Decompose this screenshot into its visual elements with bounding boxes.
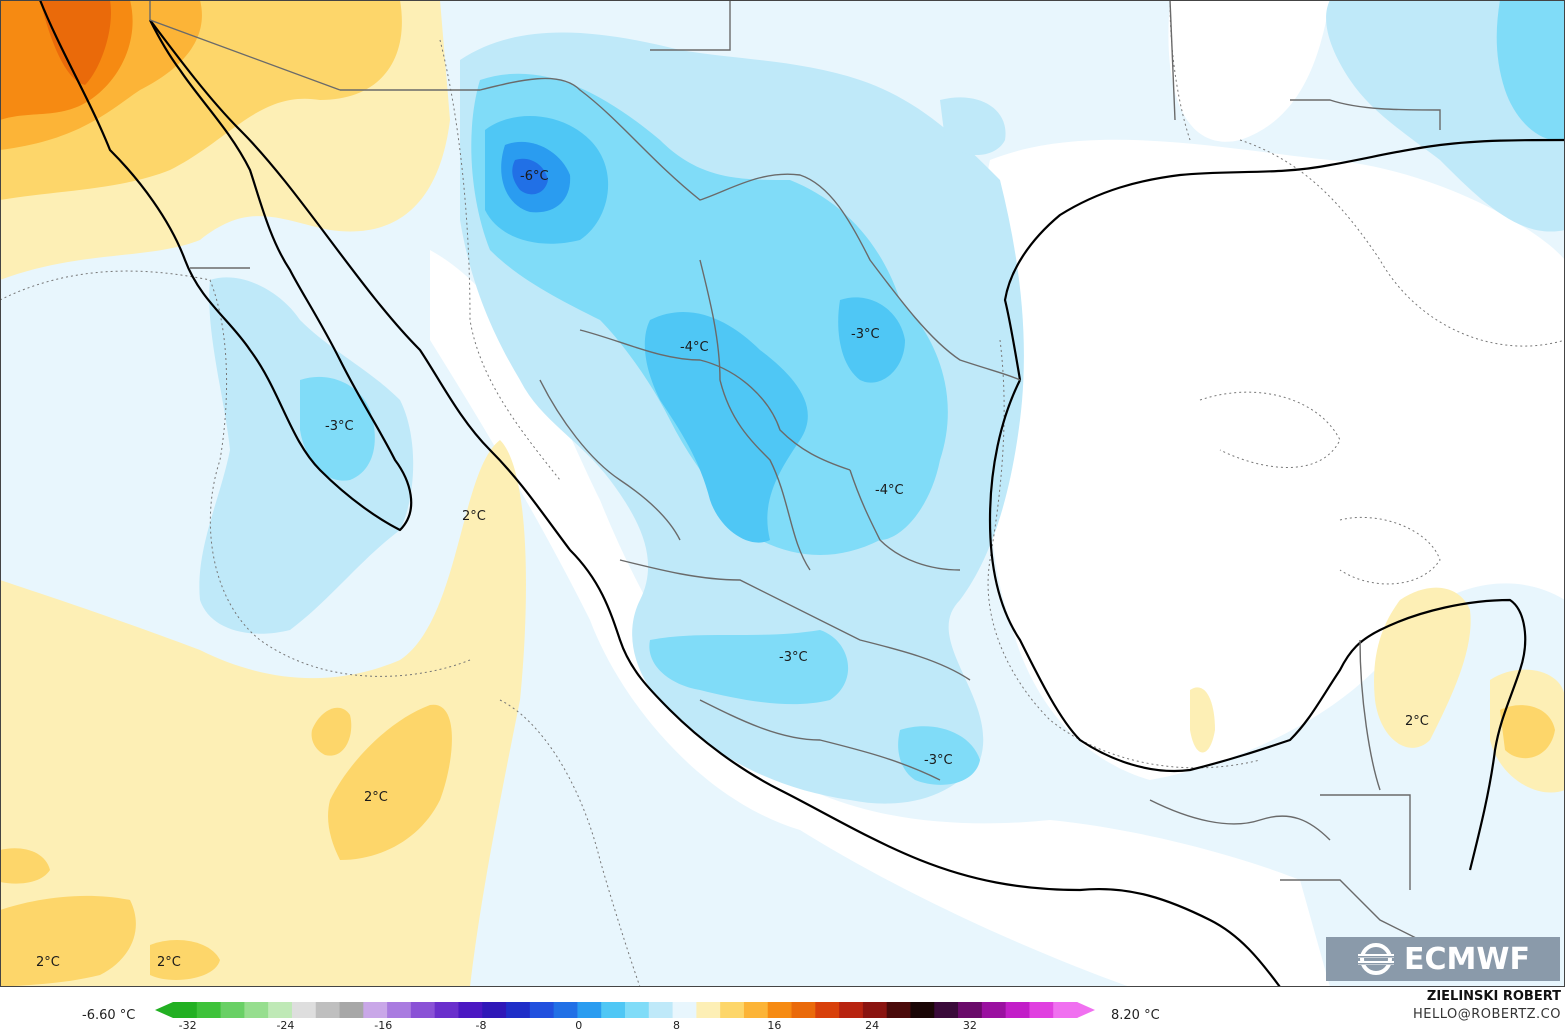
gulf-neutral-region bbox=[987, 139, 1565, 780]
ecmwf-logo-text: ECMWF bbox=[1404, 941, 1530, 977]
warm-sw-mid-4 bbox=[150, 940, 220, 980]
colorbar-segment bbox=[767, 1002, 793, 1018]
contour-label: 2°C bbox=[36, 955, 60, 970]
contour-label: 2°C bbox=[462, 509, 486, 524]
warm-sw-mid-3 bbox=[0, 895, 136, 987]
ecmwf-logo-icon bbox=[1356, 943, 1397, 975]
contour-label: 2°C bbox=[157, 955, 181, 970]
colorbar-segment bbox=[363, 1002, 388, 1018]
warm-nw-hotter bbox=[40, 0, 111, 85]
colorbar-segment bbox=[886, 1002, 911, 1018]
warm-yucatan-light bbox=[1374, 587, 1471, 748]
colorbar-segment bbox=[648, 1002, 674, 1018]
colorbar-segment bbox=[434, 1002, 459, 1018]
colorbar-segment bbox=[553, 1002, 578, 1018]
colorbar-segment bbox=[981, 1002, 1007, 1018]
warm-sw-mid-2 bbox=[311, 707, 352, 756]
colorbar-segment bbox=[196, 1002, 222, 1018]
colorbar-segment bbox=[1029, 1002, 1054, 1018]
author-credit: ZIELINSKI ROBERT bbox=[1426, 989, 1561, 1004]
colorbar-segment bbox=[672, 1002, 697, 1018]
colorbar bbox=[155, 1002, 1095, 1018]
colorbar-segment bbox=[529, 1002, 555, 1018]
colorbar-segment bbox=[315, 1002, 341, 1018]
colorbar-tick-label: 32 bbox=[962, 1019, 977, 1032]
colorbar-tick-label: -24 bbox=[276, 1019, 295, 1032]
warm-sw-mid-5 bbox=[0, 848, 50, 884]
colorbar-segment bbox=[1053, 1002, 1078, 1018]
contour-label: -4°C bbox=[875, 483, 904, 498]
contour-label: -6°C bbox=[520, 169, 549, 184]
contour-label: 2°C bbox=[1405, 714, 1429, 729]
colorbar-tick-label: 16 bbox=[767, 1019, 782, 1032]
legend-max-label: 8.20 °C bbox=[1111, 1008, 1160, 1023]
cold-baja-1 bbox=[199, 277, 414, 634]
colorbar-tick-label: 24 bbox=[865, 1019, 880, 1032]
cold-central-3c bbox=[838, 297, 905, 383]
cold-south-1 bbox=[649, 630, 849, 705]
colorbar-segment bbox=[482, 1002, 507, 1018]
borders bbox=[149, 0, 1441, 941]
legend-min-label: -6.60 °C bbox=[82, 1008, 136, 1023]
colorbar-segment bbox=[934, 1002, 959, 1018]
colorbar-segment bbox=[601, 1002, 626, 1018]
warm-caribbean-mid bbox=[1500, 705, 1555, 759]
colorbar-segment bbox=[696, 1002, 721, 1018]
colorbar-segment bbox=[458, 1002, 483, 1018]
colorbar-segment bbox=[720, 1002, 745, 1018]
colorbar-segment bbox=[291, 1002, 317, 1018]
colorbar-segment bbox=[958, 1002, 983, 1018]
colorbar-segment bbox=[339, 1002, 364, 1018]
cold-ne-2 bbox=[1496, 0, 1565, 141]
colorbar-segment bbox=[862, 1002, 888, 1018]
colorbar-segment bbox=[839, 1002, 864, 1018]
colorbar-tick-label: -16 bbox=[374, 1019, 393, 1032]
colorbar-segment bbox=[791, 1002, 816, 1018]
dotted-contours bbox=[0, 0, 1565, 987]
colorbar-segment bbox=[815, 1002, 840, 1018]
warm-gulf-spot bbox=[1190, 687, 1215, 753]
colorbar-segment bbox=[625, 1002, 650, 1018]
colorbar-segment bbox=[220, 1002, 245, 1018]
colorbar-tick-label: 8 bbox=[673, 1019, 681, 1032]
colorbar-segment bbox=[743, 1002, 769, 1018]
land-neutral-region bbox=[430, 250, 1330, 987]
colorbar-segment bbox=[268, 1002, 293, 1018]
colorbar-tick-label: 0 bbox=[575, 1019, 583, 1032]
contour-label: 2°C bbox=[364, 790, 388, 805]
colorbar-tick-label: -32 bbox=[178, 1019, 197, 1032]
colorbar-segment bbox=[910, 1002, 935, 1018]
colorbar-left-arrow bbox=[155, 1002, 173, 1018]
warm-sw-light bbox=[0, 440, 526, 987]
contour-labels: -6°C -4°C -3°C -3°C -4°C -3°C -3°C 2°C 2… bbox=[36, 169, 1429, 970]
cold-baja-2 bbox=[300, 376, 375, 481]
colorbar-tick-label: -8 bbox=[475, 1019, 487, 1032]
cold-central-5 bbox=[512, 158, 548, 195]
colorbar-right-arrow bbox=[1077, 1002, 1095, 1018]
contour-label: -4°C bbox=[680, 340, 709, 355]
cold-gulf-coast bbox=[940, 97, 1006, 155]
contour-label: -3°C bbox=[325, 419, 354, 434]
coastlines bbox=[38, 0, 1565, 987]
contour-label: -3°C bbox=[779, 650, 808, 665]
colorbar-segment bbox=[173, 1002, 198, 1018]
contour-label: -3°C bbox=[924, 753, 953, 768]
colorbar-segment bbox=[506, 1002, 531, 1018]
author-email: HELLO@ROBERTZ.CO bbox=[1412, 1007, 1561, 1022]
cold-central-3b bbox=[644, 311, 808, 543]
ecmwf-logo: ECMWF bbox=[1326, 937, 1560, 981]
east-neutral-region bbox=[1168, 0, 1330, 142]
contour-label: -3°C bbox=[851, 327, 880, 342]
colorbar-segment bbox=[1005, 1002, 1030, 1018]
warm-sw-mid-1 bbox=[328, 704, 452, 860]
colorbar-segment bbox=[410, 1002, 436, 1018]
temperature-anomaly-map: -6°C -4°C -3°C -3°C -4°C -3°C -3°C 2°C 2… bbox=[0, 0, 1565, 987]
colorbar-segment bbox=[577, 1002, 602, 1018]
colorbar-segment bbox=[387, 1002, 412, 1018]
colorbar-segment bbox=[244, 1002, 269, 1018]
